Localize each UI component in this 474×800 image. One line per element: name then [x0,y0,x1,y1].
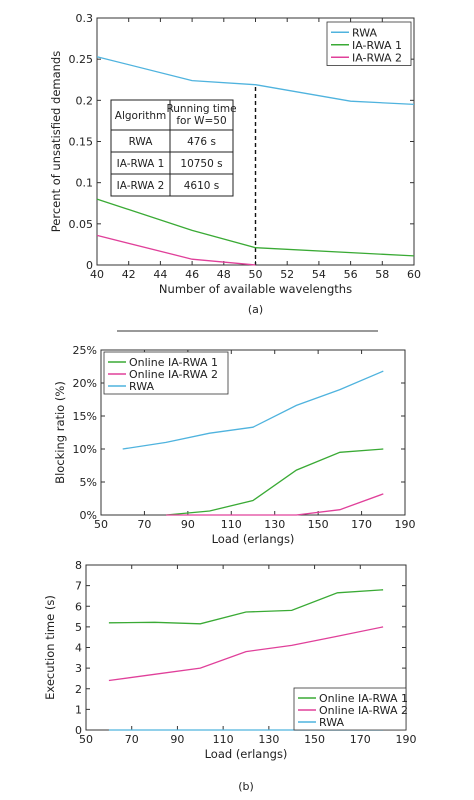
legend-box [293,687,407,731]
table-header: for W=50 [176,115,226,127]
y-tick-label: 0% [80,509,97,522]
y-tick-label: 10% [73,443,97,456]
x-tick-label: 170 [350,733,371,746]
y-tick-label: 0.1 [76,177,94,190]
y-tick-label: 5 [75,621,82,634]
legend-box [103,351,229,395]
y-tick-label: 8 [75,559,82,572]
y-tick-label: 0.2 [76,94,94,107]
y-tick-label: 3 [75,662,82,675]
y-tick-label: 0.05 [69,218,94,231]
x-tick-label: 58 [375,268,389,281]
y-tick-label: 0.15 [69,136,94,149]
x-tick-label: 190 [396,733,417,746]
table-cell: IA-RWA 2 [117,180,165,192]
x-tick-label: 48 [217,268,231,281]
legend-label: RWA [319,716,344,729]
x-tick-label: 44 [153,268,167,281]
chart-1: 40 42 44 46 48 50 52 54 56 58 60 0 0.05 0.1 0.15 0.2 0.2… [49,12,421,316]
x-tick-label: 60 [407,268,421,281]
x-tick-label: 56 [344,268,358,281]
x-tick-label: 50 [249,268,263,281]
table-cell: 10750 s [180,158,222,170]
y-tick-label: 0.25 [69,53,94,66]
x-tick-label: 54 [312,268,326,281]
x-tick-label: 70 [125,733,139,746]
x-tick-label: 110 [221,518,242,531]
series-line-rwa [122,370,384,450]
y-tick-label: 25% [73,344,97,357]
legend-label: IA-RWA 2 [352,51,402,64]
x-tick-label: 90 [181,518,195,531]
x-tick-label: 130 [264,518,285,531]
x-tick-label: 70 [137,518,151,531]
legend-label: Online IA-RWA 1 [319,692,408,705]
y-tick-label: 20% [73,377,97,390]
series-line-online-ia-rwa-1 [166,448,384,516]
y-tick-label: 0.3 [76,12,94,25]
results-table [110,99,234,197]
x-tick-label: 52 [280,268,294,281]
table-header: Running time [166,103,236,115]
table-header: Algorithm [115,110,166,122]
series-line-online-ia-rwa-2 [166,493,384,516]
y-tick-label: 0 [86,259,93,272]
x-axis-label: Number of available wavelengths [159,282,352,296]
table-cell: 4610 s [184,180,220,192]
x-axis-label: Load (erlangs) [212,532,295,546]
x-tick-label: 110 [213,733,234,746]
series-line-ia-rwa-1 [96,198,415,257]
table-cell: IA-RWA 1 [117,158,165,170]
legend-box [326,21,412,66]
legend-label: Online IA-RWA 2 [129,368,218,381]
series-line-online-ia-rwa-1 [108,589,384,625]
x-tick-label: 42 [122,268,136,281]
legend-label: RWA [352,26,377,39]
chart-2: 50 70 90 110 130 150 170 190 0% 5% 10% 15% 20% 25% Loa… [53,344,416,546]
x-tick-label: 46 [185,268,199,281]
y-tick-label: 1 [75,703,82,716]
y-axis-label: Percent of unsatisfied demands [49,51,63,232]
x-tick-label: 190 [395,518,416,531]
legend-label: Online IA-RWA 2 [319,704,408,717]
series-line-ia-rwa-2 [96,234,256,266]
figure-caption: (a) [248,303,263,316]
y-tick-label: 15% [73,410,97,423]
x-tick-label: 40 [90,268,104,281]
y-axis-label: Execution time (s) [43,595,57,700]
y-tick-label: 0 [75,724,82,737]
x-axis-label: Load (erlangs) [205,747,288,761]
x-tick-label: 150 [308,518,329,531]
y-tick-label: 6 [75,600,82,613]
x-tick-label: 90 [170,733,184,746]
x-tick-label: 50 [94,518,108,531]
legend-label: RWA [129,380,154,393]
table-cell: 476 s [187,136,216,148]
legend-label: IA-RWA 1 [352,39,402,52]
table-cell: RWA [129,136,154,148]
x-tick-label: 150 [304,733,325,746]
chart-3: 50 70 90 110 130 150 170 190 0 1 2 3 4 5 6 7 8 Load (erla… [43,559,417,793]
y-tick-label: 2 [75,683,82,696]
y-tick-label: 7 [75,580,82,593]
series-line-online-ia-rwa-2 [108,626,384,682]
figure-caption: (b) [238,780,254,793]
x-tick-label: 130 [258,733,279,746]
legend-label: Online IA-RWA 1 [129,356,218,369]
y-tick-label: 5% [80,476,97,489]
y-axis-label: Blocking ratio (%) [53,381,67,484]
x-tick-label: 170 [351,518,372,531]
x-tick-label: 50 [79,733,93,746]
series-line-rwa [96,56,415,106]
y-tick-label: 4 [75,642,82,655]
